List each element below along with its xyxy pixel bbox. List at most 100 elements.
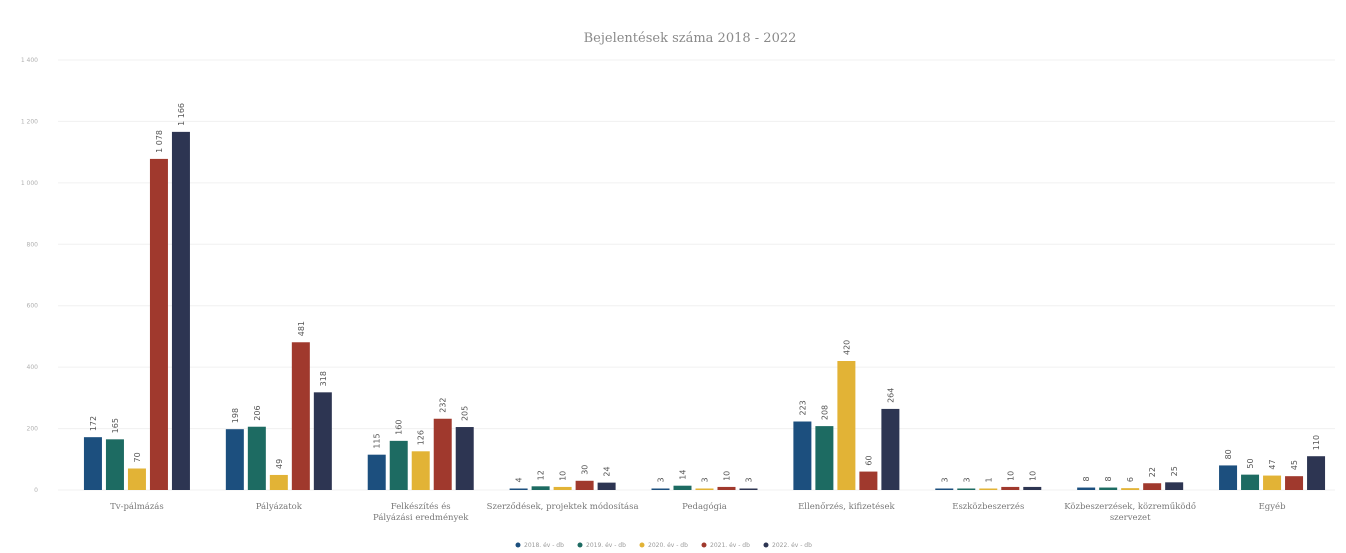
bar-7-3 <box>1143 483 1162 490</box>
bar-8-3 <box>1285 476 1304 490</box>
bar-3-0 <box>509 488 528 490</box>
value-label: 10 <box>1006 471 1015 481</box>
bar-8-4 <box>1307 456 1326 490</box>
bar-5-4 <box>881 408 900 490</box>
bar-6-0 <box>935 488 954 490</box>
category-label: Közbeszerzések, közreműködő szervezet <box>1064 501 1196 523</box>
bar-0-1 <box>105 439 124 490</box>
value-label: 8 <box>1104 476 1113 481</box>
value-label: 3 <box>940 477 949 482</box>
legend-label: 2021. év - db <box>710 542 750 549</box>
legend-swatch <box>577 542 583 548</box>
value-label: 126 <box>417 430 426 445</box>
bar-8-1 <box>1241 474 1260 490</box>
bar-2-1 <box>389 440 408 490</box>
value-label: 10 <box>723 471 732 481</box>
value-label: 10 <box>559 471 568 481</box>
value-label: 24 <box>603 466 612 476</box>
bar-7-4 <box>1165 482 1184 490</box>
bar-6-1 <box>957 488 976 490</box>
legend-swatch <box>763 542 769 548</box>
category-labels: Tv-pálmázás Pályázatok Felkészítés és Pályá… <box>110 501 1286 523</box>
value-label: 30 <box>581 465 590 475</box>
bar-6-4 <box>1023 486 1042 490</box>
value-label: 14 <box>679 470 688 480</box>
bar-6-2 <box>979 488 998 490</box>
value-label: 232 <box>439 397 448 412</box>
value-label: 205 <box>461 406 470 421</box>
bar-2-4 <box>455 427 474 490</box>
bar-8-2 <box>1263 475 1282 490</box>
bar-5-2 <box>837 361 856 490</box>
legend: 2018. év - db 2019. év - db 2020. év - db 2… <box>515 542 812 549</box>
bar-0-4 <box>171 131 190 490</box>
bar-3-2 <box>553 486 572 490</box>
value-label: 12 <box>537 470 546 480</box>
value-label: 3 <box>657 477 666 482</box>
value-label: 8 <box>1082 476 1091 481</box>
value-label: 481 <box>297 321 306 336</box>
category-label: Szerződések, projektek módosítása <box>487 501 639 512</box>
bar-1-1 <box>247 426 266 490</box>
legend-label: 2020. év - db <box>648 542 688 549</box>
value-label: 25 <box>1170 466 1179 476</box>
value-label: 3 <box>745 477 754 482</box>
y-tick-label: 1 400 <box>21 57 38 64</box>
bar-4-4 <box>739 488 758 490</box>
bar-2-3 <box>433 418 452 490</box>
value-label: 45 <box>1290 460 1299 470</box>
legend-swatch <box>639 542 645 548</box>
category-label: Felkészítés és Pályázási eredmények <box>373 501 469 523</box>
chart-title: Bejelentések száma 2018 - 2022 <box>584 31 797 46</box>
bar-0-3 <box>149 158 168 490</box>
value-label: 47 <box>1268 459 1277 469</box>
bar-8-0 <box>1219 465 1238 490</box>
value-label: 1 166 <box>177 103 186 126</box>
bar-7-2 <box>1121 488 1140 490</box>
bar-5-3 <box>859 471 878 490</box>
bar-6-3 <box>1001 486 1020 490</box>
category-label: Pályázatok <box>256 501 303 512</box>
bar-7-0 <box>1077 487 1096 490</box>
value-label: 172 <box>89 416 98 431</box>
y-tick-label: 600 <box>27 303 39 310</box>
value-label: 6 <box>1126 477 1135 482</box>
value-label: 110 <box>1312 435 1321 450</box>
legend-swatch <box>515 542 521 548</box>
value-label: 80 <box>1224 449 1233 459</box>
bar-1-0 <box>225 429 244 490</box>
bar-3-3 <box>575 480 594 490</box>
y-tick-label: 800 <box>27 241 39 248</box>
value-label: 22 <box>1148 467 1157 477</box>
value-label: 160 <box>395 420 404 435</box>
value-label: 318 <box>319 371 328 386</box>
value-label: 4 <box>515 477 524 482</box>
value-label: 1 <box>984 477 993 482</box>
bar-4-2 <box>695 488 714 490</box>
value-label: 115 <box>373 433 382 448</box>
value-label: 223 <box>798 400 807 415</box>
bar-3-4 <box>597 482 616 490</box>
value-label: 50 <box>1246 458 1255 468</box>
bar-2-0 <box>367 454 386 490</box>
bar-0-0 <box>83 437 102 490</box>
y-tick-label: 1 200 <box>21 118 38 125</box>
value-label: 49 <box>275 459 284 469</box>
legend-swatch <box>701 542 707 548</box>
value-label: 264 <box>886 388 895 403</box>
bar-5-1 <box>815 426 834 490</box>
value-label: 10 <box>1028 471 1037 481</box>
bar-1-4 <box>313 392 332 490</box>
bar-7-1 <box>1099 487 1118 490</box>
legend-label: 2019. év - db <box>586 542 626 549</box>
bars <box>83 131 1326 490</box>
value-label: 60 <box>864 455 873 465</box>
y-axis-ticks: 0 200 400 600 800 1 000 1 200 1 400 <box>21 57 38 494</box>
value-label: 208 <box>820 405 829 420</box>
y-tick-label: 400 <box>27 364 39 371</box>
value-label: 70 <box>133 452 142 462</box>
bar-5-0 <box>793 421 812 490</box>
bar-4-3 <box>717 486 736 490</box>
bar-4-1 <box>673 485 692 490</box>
category-label: Egyéb <box>1259 501 1286 512</box>
